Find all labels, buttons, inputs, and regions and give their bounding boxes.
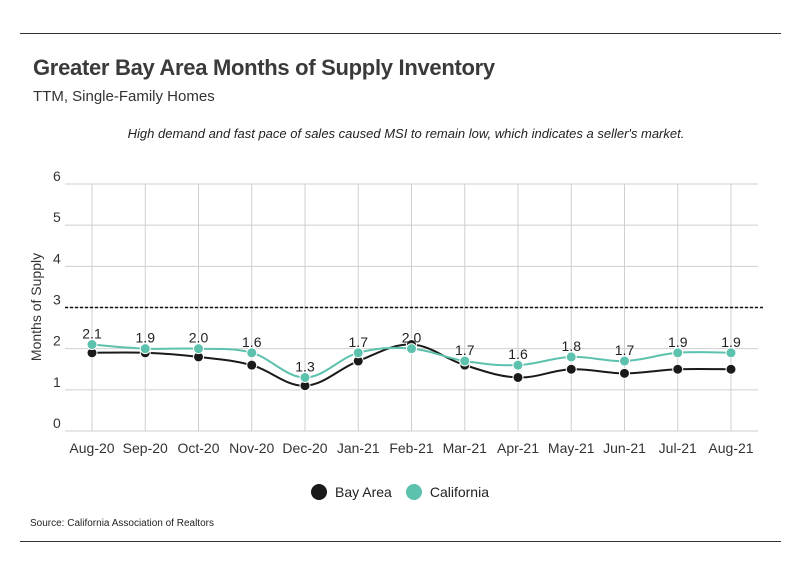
data-label: 2.1: [82, 326, 102, 342]
data-label: 1.6: [508, 346, 528, 362]
data-label: 1.3: [295, 358, 315, 374]
data-point-california: [725, 347, 737, 359]
source-note: Source: California Association of Realto…: [30, 518, 214, 529]
data-point-california: [86, 339, 98, 351]
y-axis-title: Months of Supply: [28, 253, 44, 361]
data-label: 1.9: [668, 334, 688, 350]
data-point-california: [406, 343, 417, 355]
chart-annotation: High demand and fast pace of sales cause…: [127, 126, 685, 141]
x-tick-label: Jul-21: [659, 440, 697, 456]
data-point-bay-area: [725, 363, 737, 375]
y-tick-label: 1: [53, 374, 61, 390]
data-point-bay-area: [565, 363, 577, 375]
y-tick-label: 3: [53, 292, 61, 308]
x-tick-label: May-21: [548, 440, 595, 456]
legend-item-bay-area: Bay Area: [311, 484, 392, 500]
x-tick-label: Dec-20: [282, 440, 327, 456]
data-point-california: [352, 347, 364, 359]
y-tick-label: 4: [53, 250, 61, 266]
x-tick-label: Mar-21: [443, 440, 488, 456]
data-point-california: [565, 351, 577, 363]
data-point-california: [193, 343, 204, 355]
data-point-california: [672, 347, 684, 359]
data-point-bay-area: [672, 363, 684, 375]
data-point-california: [619, 355, 630, 367]
x-tick-label: Jan-21: [337, 440, 380, 456]
data-point-california: [459, 355, 471, 367]
x-tick-label: Aug-21: [708, 440, 753, 456]
data-label: 1.7: [615, 342, 635, 358]
top-rule: [20, 33, 781, 34]
chart-subtitle: TTM, Single-Family Homes: [33, 88, 215, 105]
y-tick-label: 2: [53, 333, 61, 349]
data-label: 1.8: [562, 338, 582, 354]
data-point-bay-area: [512, 371, 524, 383]
y-tick-label: 0: [53, 415, 61, 431]
legend-label-california: California: [429, 484, 489, 500]
legend-swatch-bay-area: [311, 484, 328, 500]
x-tick-label: Sep-20: [123, 440, 168, 456]
y-tick-label: 5: [53, 209, 61, 225]
data-label: 1.7: [349, 334, 369, 350]
legend: Bay Area California: [0, 484, 800, 500]
y-tick-label: 6: [53, 168, 61, 184]
x-tick-label: Aug-20: [69, 440, 114, 456]
x-tick-label: Apr-21: [497, 440, 539, 456]
x-tick-label: Feb-21: [389, 440, 434, 456]
data-label: 1.6: [242, 334, 262, 350]
data-point-california: [139, 343, 151, 355]
data-label: 1.9: [721, 334, 741, 350]
bottom-rule: [20, 541, 781, 542]
legend-label-bay-area: Bay Area: [335, 484, 392, 500]
data-point-california: [512, 359, 524, 371]
data-label: 2.0: [189, 330, 209, 346]
data-label: 1.9: [136, 330, 156, 346]
data-point-bay-area: [619, 367, 630, 379]
chart-title: Greater Bay Area Months of Supply Invent…: [33, 55, 495, 80]
data-label: 2.0: [402, 330, 422, 346]
data-label: 1.7: [455, 342, 475, 358]
x-tick-label: Jun-21: [603, 440, 646, 456]
legend-swatch-california: [405, 484, 422, 500]
data-point-california: [246, 347, 258, 359]
data-point-california: [299, 371, 311, 383]
legend-item-california: California: [405, 484, 489, 500]
x-tick-label: Oct-20: [177, 440, 219, 456]
x-tick-label: Nov-20: [229, 440, 274, 456]
data-point-bay-area: [246, 359, 258, 371]
